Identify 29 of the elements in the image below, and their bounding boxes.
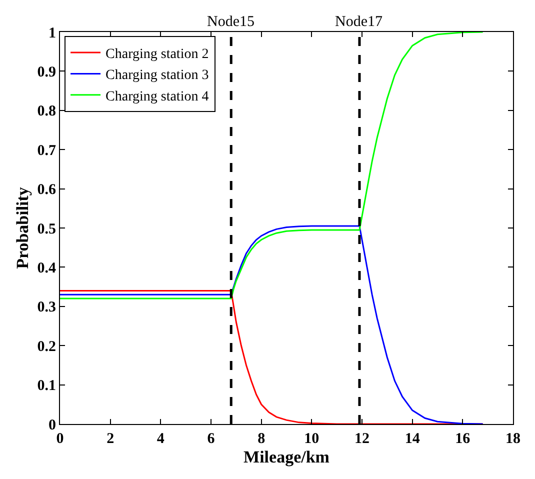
x-axis-title: Mileage/km [244,447,330,466]
x-tick-label: 2 [106,431,114,447]
x-tick-label: 10 [304,431,320,447]
x-tick-label: 4 [156,431,165,447]
y-tick-label: 0 [48,417,56,434]
y-tick-label: 0.1 [37,378,56,394]
y-tick-label: 0.2 [37,338,56,355]
legend-label: Charging station 3 [106,68,209,84]
y-tick-label: 0.3 [37,300,56,316]
y-tick-label: 0.8 [37,104,56,120]
line-series [60,225,484,424]
line-series [60,32,484,300]
x-tick-label: 8 [258,431,266,447]
ref-line-label: Node17 [335,14,383,30]
x-tick-label: 6 [207,431,216,447]
y-tick-label: 0.7 [37,142,56,159]
y-tick-label: 1 [48,25,56,42]
legend-label: Charging station 2 [106,46,209,62]
x-tick-label: 14 [404,431,420,447]
y-tick-label: 0.5 [37,221,56,238]
ref-line-label: Node15 [207,14,254,30]
x-tick-label: 18 [506,431,520,447]
y-axis-title: Probability [12,186,32,269]
legend-label: Charging station 4 [106,89,209,104]
x-tick-label: 12 [354,431,370,447]
y-tick-label: 0.6 [37,182,56,198]
x-tick-label: 16 [455,431,471,447]
y-tick-label: 0.4 [37,260,56,276]
y-tick-label: 0.9 [37,64,56,80]
